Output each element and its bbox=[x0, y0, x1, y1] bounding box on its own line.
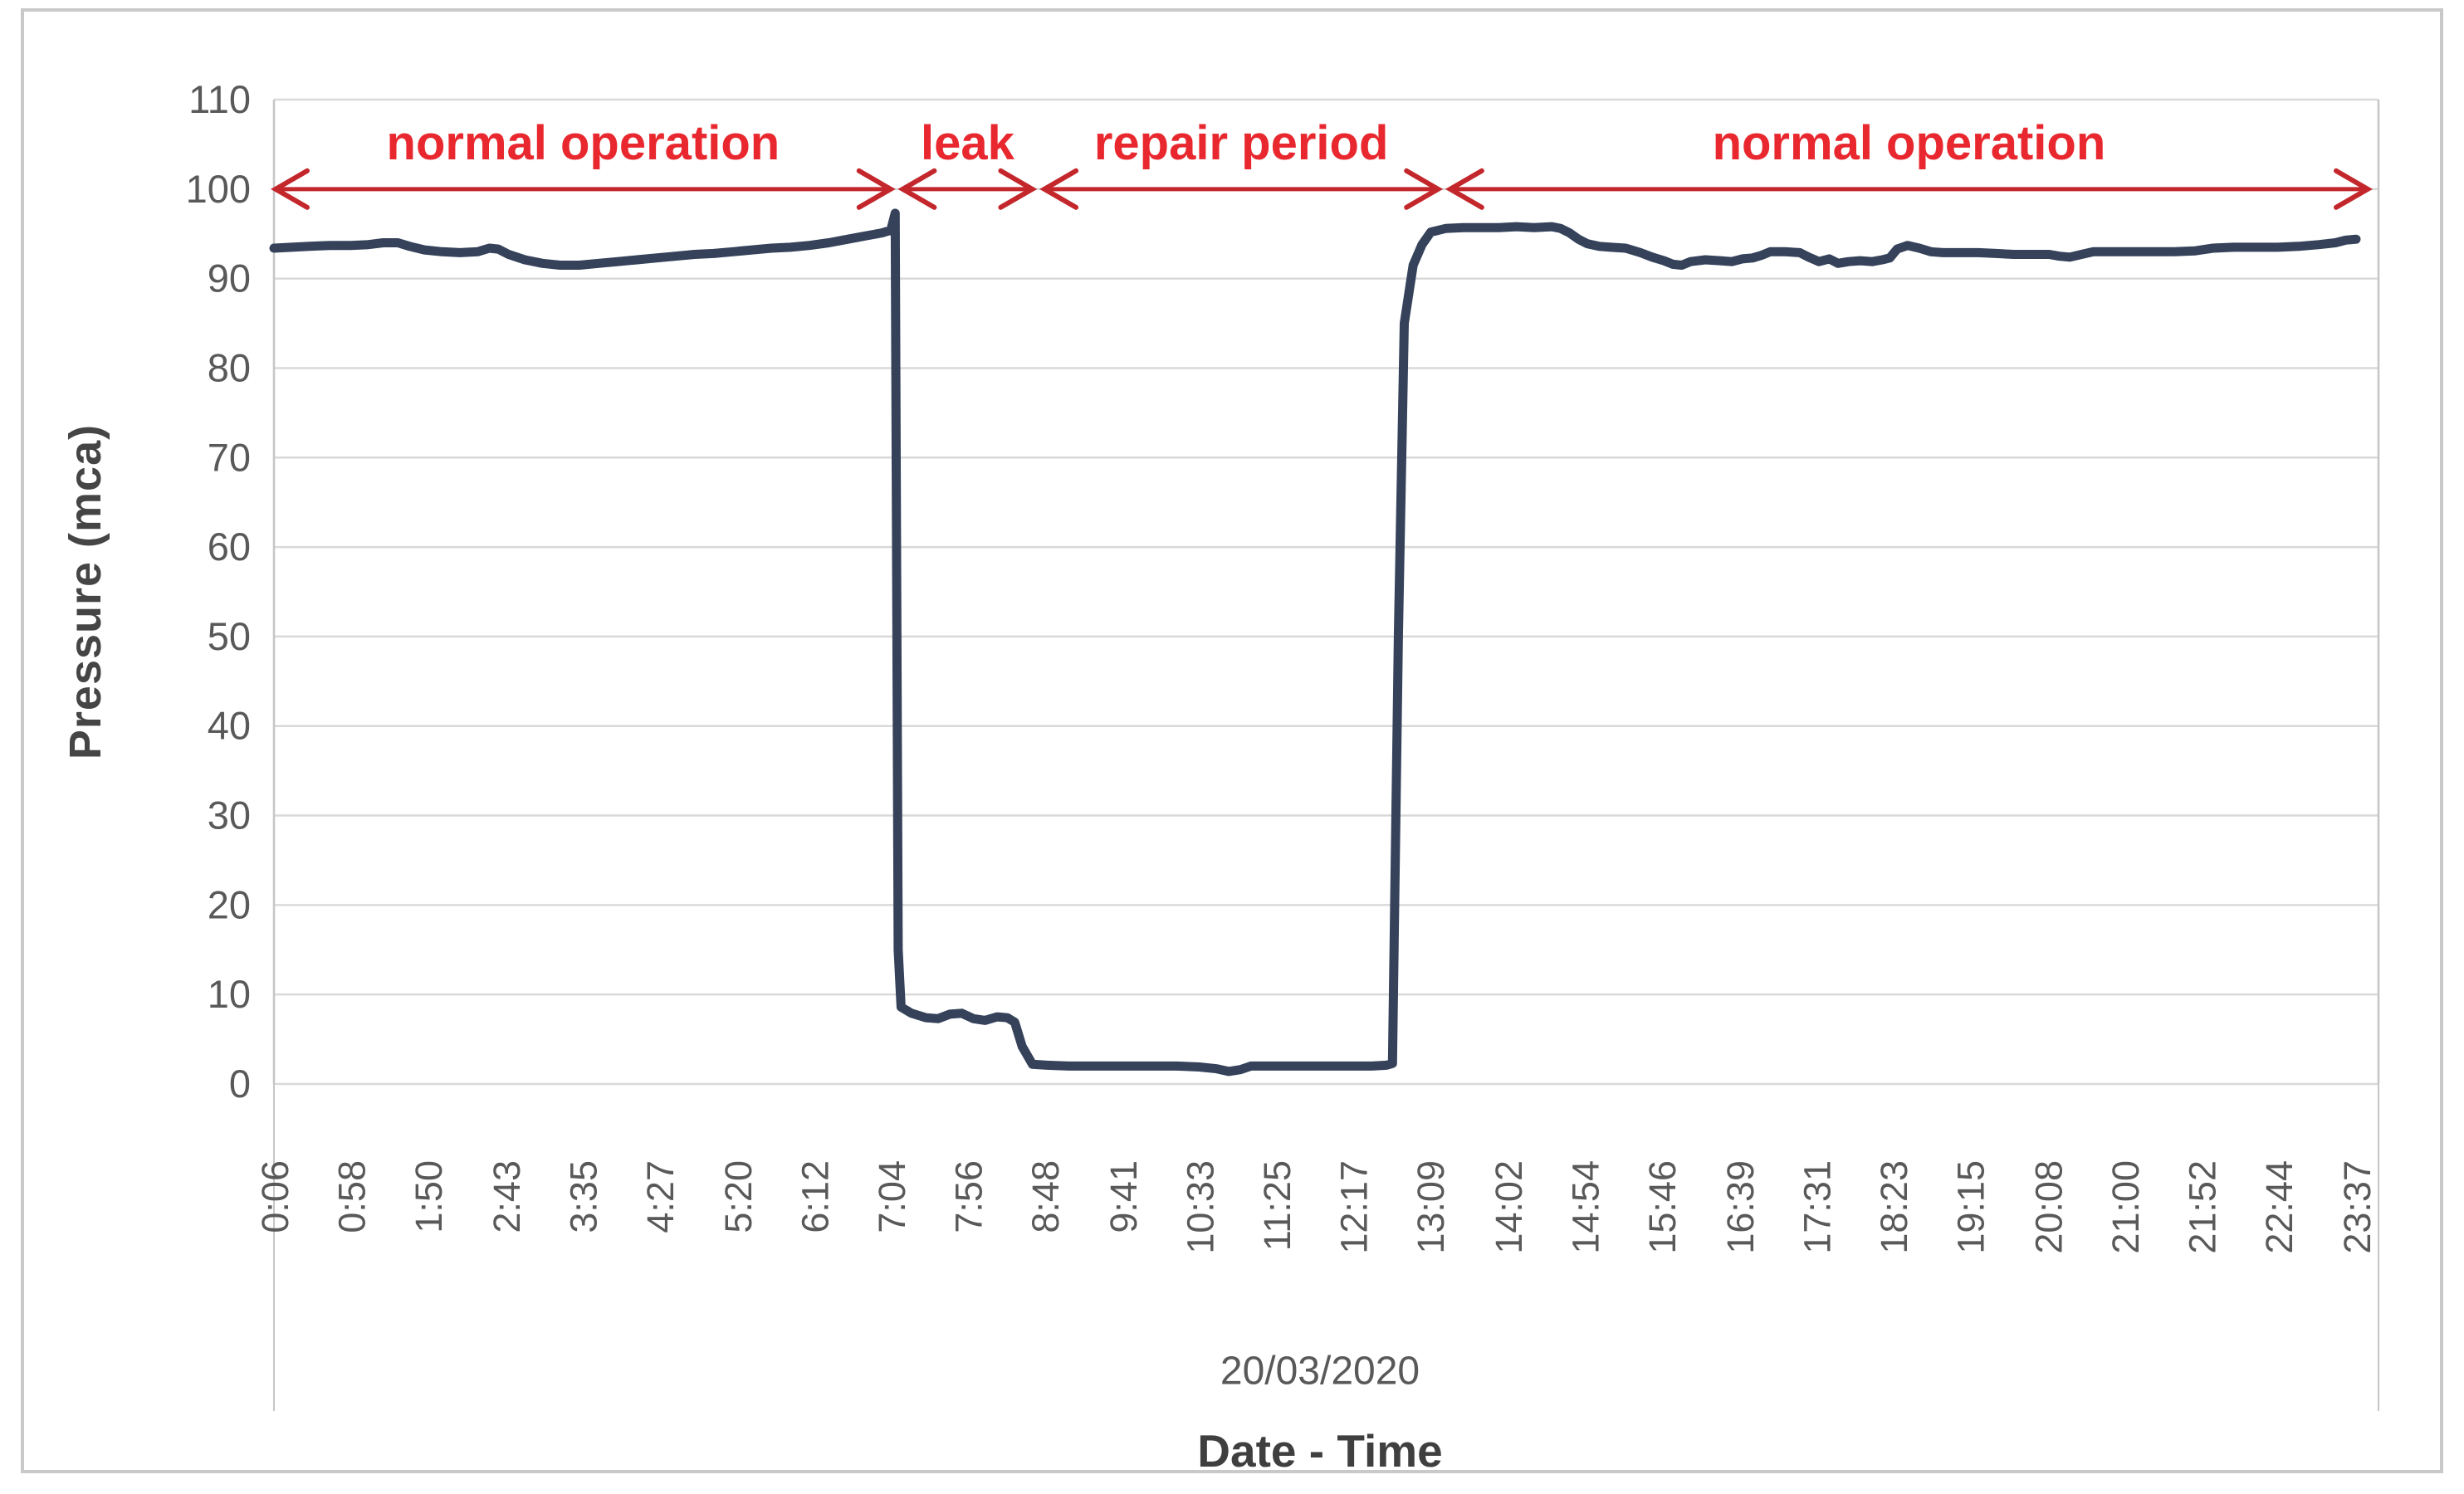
arrow-head-left-icon bbox=[271, 168, 310, 210]
y-axis-tick-labels: 0 10 20 30 40 50 60 70 80 90 100 110 bbox=[186, 77, 251, 1106]
plot-edges bbox=[272, 100, 2380, 1411]
x-tick-label: 10:33 bbox=[1179, 1160, 1221, 1254]
period-annotations: normal operation leak repair period normal … bbox=[271, 116, 2373, 210]
x-tick-label: 6:12 bbox=[794, 1160, 837, 1233]
y-tick-label: 110 bbox=[188, 77, 251, 121]
arrow-head-right-icon bbox=[1404, 168, 1444, 210]
x-tick-label: 3:35 bbox=[562, 1160, 604, 1233]
x-axis-title: Date - Time bbox=[1197, 1425, 1443, 1477]
arrow-head-right-icon bbox=[998, 168, 1038, 210]
y-tick-label: 90 bbox=[208, 256, 251, 300]
y-tick-label: 100 bbox=[186, 167, 251, 211]
arrow-head-right-icon bbox=[2334, 168, 2373, 210]
y-tick-label: 40 bbox=[208, 704, 251, 748]
period-label: leak bbox=[921, 116, 1015, 170]
x-tick-label: 2:43 bbox=[486, 1160, 528, 1233]
pressure-series bbox=[269, 208, 2361, 1077]
x-tick-label: 0:58 bbox=[330, 1160, 373, 1233]
gridlines bbox=[274, 98, 2378, 1086]
x-tick-label: 9:41 bbox=[1102, 1160, 1145, 1233]
y-tick-label: 80 bbox=[208, 345, 251, 389]
x-tick-label: 21:52 bbox=[2181, 1160, 2223, 1254]
y-tick-label: 20 bbox=[208, 882, 251, 926]
arrow-head-left-icon bbox=[1039, 168, 1079, 210]
x-tick-label: 19:15 bbox=[1949, 1160, 1992, 1254]
x-axis-date: 20/03/2020 bbox=[1220, 1349, 1420, 1394]
y-tick-label: 70 bbox=[208, 435, 251, 479]
figure-frame bbox=[21, 8, 2443, 1473]
x-tick-label: 1:50 bbox=[408, 1160, 450, 1233]
period-label: normal operation bbox=[387, 116, 780, 170]
y-tick-label: 30 bbox=[208, 793, 251, 837]
arrow-head-left-icon bbox=[897, 168, 937, 210]
arrow-head-right-icon bbox=[856, 168, 896, 210]
x-tick-label: 12:17 bbox=[1332, 1160, 1375, 1254]
x-tick-label: 4:27 bbox=[639, 1160, 682, 1233]
x-tick-label: 20:08 bbox=[2028, 1160, 2070, 1254]
x-tick-label: 0:06 bbox=[254, 1160, 296, 1233]
x-tick-label: 18:23 bbox=[1873, 1160, 1915, 1254]
y-tick-label: 60 bbox=[208, 525, 251, 569]
x-tick-label: 21:00 bbox=[2105, 1160, 2147, 1254]
x-tick-label: 15:46 bbox=[1641, 1160, 1684, 1254]
x-tick-label: 7:04 bbox=[871, 1160, 913, 1233]
x-tick-label: 17:31 bbox=[1796, 1160, 1838, 1254]
pressure-line bbox=[269, 208, 2361, 1077]
y-tick-label: 50 bbox=[208, 614, 251, 658]
y-tick-label: 0 bbox=[229, 1062, 251, 1106]
x-tick-label: 8:48 bbox=[1024, 1160, 1067, 1233]
period-label: normal operation bbox=[1713, 116, 2106, 170]
x-tick-label: 14:02 bbox=[1488, 1160, 1530, 1254]
x-tick-label: 16:39 bbox=[1719, 1160, 1762, 1254]
x-tick-label: 7:56 bbox=[947, 1160, 990, 1233]
x-tick-label: 5:20 bbox=[717, 1160, 760, 1233]
x-tick-label: 13:09 bbox=[1410, 1160, 1452, 1254]
y-tick-label: 10 bbox=[208, 972, 251, 1016]
x-axis-tick-labels: 0:06 0:58 1:50 2:43 3:35 4:27 5:20 6:12 7:04 7:56… bbox=[254, 1160, 2378, 1254]
y-axis-title: Pressure (mca) bbox=[61, 423, 110, 760]
period-label: repair period bbox=[1094, 116, 1389, 170]
arrow-head-left-icon bbox=[1445, 168, 1484, 210]
x-tick-label: 14:54 bbox=[1564, 1160, 1606, 1254]
x-tick-label: 11:25 bbox=[1256, 1160, 1298, 1251]
x-tick-label: 23:37 bbox=[2336, 1160, 2378, 1254]
x-tick-label: 22:44 bbox=[2258, 1160, 2300, 1254]
